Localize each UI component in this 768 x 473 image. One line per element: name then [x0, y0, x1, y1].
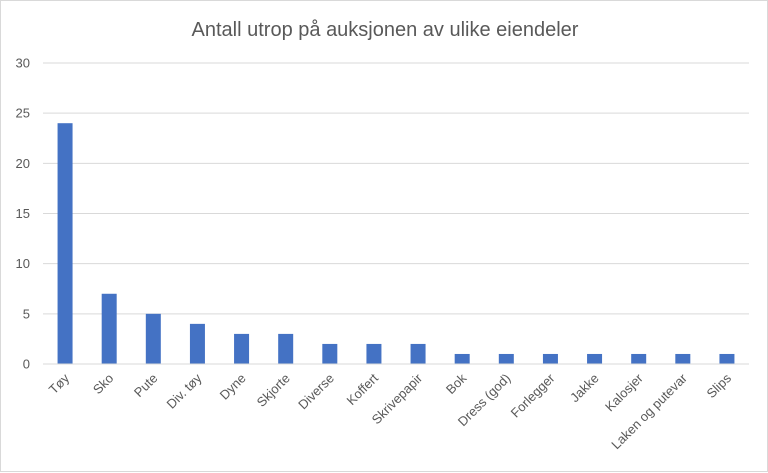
x-category-label: Jakke: [567, 371, 602, 406]
y-tick-label: 10: [16, 256, 30, 271]
y-tick-label: 15: [16, 206, 30, 221]
bar: [675, 353, 691, 364]
x-category-label: Pute: [131, 371, 161, 401]
bar: [278, 333, 294, 364]
y-tick-label: 5: [23, 306, 30, 321]
y-tick-label: 20: [16, 156, 30, 171]
x-category-label: Skjorte: [254, 371, 293, 410]
bar: [542, 353, 558, 364]
chart-title: Antall utrop på auksjonen av ulike eiend…: [192, 19, 579, 41]
x-category-label: Slips: [704, 370, 735, 401]
bar: [366, 343, 382, 364]
x-category-label: Diverse: [295, 371, 337, 413]
x-category-label: Koffert: [344, 370, 382, 408]
x-category-label: Kalosjer: [602, 370, 646, 414]
bar: [587, 353, 603, 364]
bars: [57, 123, 735, 364]
x-category-label: Div. tøy: [163, 370, 204, 411]
x-category-label: Laken og putevar: [608, 370, 690, 452]
bar: [101, 293, 117, 364]
x-category-label: Sko: [90, 371, 116, 397]
x-category-label: Bok: [443, 370, 470, 397]
bar: [322, 343, 338, 364]
gridlines: [43, 62, 749, 315]
x-category-label: Tøy: [46, 370, 73, 397]
bar: [410, 343, 426, 364]
x-category-label: Forlegger: [508, 370, 558, 420]
bar: [631, 353, 647, 364]
bar: [719, 353, 735, 364]
bar: [189, 323, 205, 364]
bar: [145, 313, 161, 364]
y-tick-label: 25: [16, 106, 30, 121]
x-category-label: Dyne: [217, 371, 249, 403]
bar: [57, 123, 73, 364]
y-tick-label: 0: [23, 357, 30, 372]
bar: [234, 333, 250, 364]
x-axis-labels: Tøy Sko Pute Div. tøy Dyne Skjorte Diverse Koff…: [46, 370, 735, 452]
bar: [454, 353, 470, 364]
bar: [498, 353, 514, 364]
y-tick-label: 30: [16, 56, 30, 71]
y-axis-ticks: 0 5 10 15 20 25 30: [16, 56, 30, 372]
